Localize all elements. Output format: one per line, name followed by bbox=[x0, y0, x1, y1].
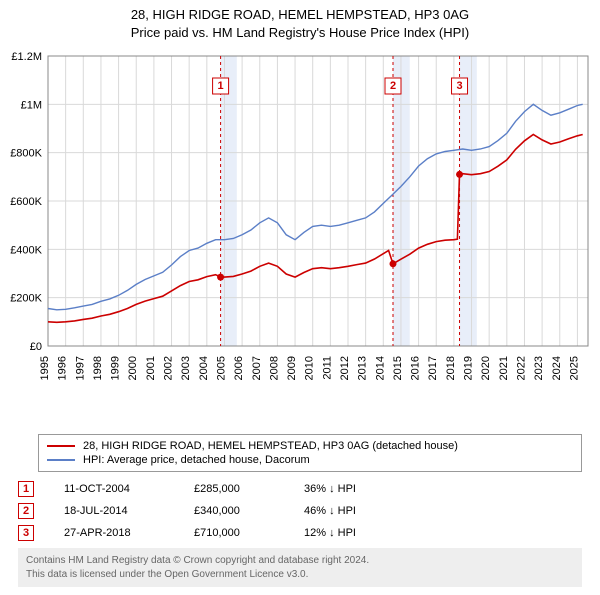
svg-text:2022: 2022 bbox=[515, 356, 527, 380]
svg-text:2001: 2001 bbox=[145, 356, 157, 380]
svg-text:£800K: £800K bbox=[10, 148, 42, 160]
marker-price: £285,000 bbox=[194, 483, 274, 495]
svg-text:2019: 2019 bbox=[463, 356, 475, 380]
svg-text:2025: 2025 bbox=[568, 356, 580, 380]
marker-date: 27-APR-2018 bbox=[64, 527, 164, 539]
svg-text:£600K: £600K bbox=[10, 196, 42, 208]
title-block: 28, HIGH RIDGE ROAD, HEMEL HEMPSTEAD, HP… bbox=[0, 0, 600, 46]
svg-text:2020: 2020 bbox=[480, 356, 492, 380]
marker-row: 1 11-OCT-2004 £285,000 36% ↓ HPI bbox=[18, 478, 582, 500]
marker-delta: 36% ↓ HPI bbox=[304, 483, 404, 495]
title-line-1: 28, HIGH RIDGE ROAD, HEMEL HEMPSTEAD, HP… bbox=[0, 6, 600, 24]
marker-date: 18-JUL-2014 bbox=[64, 505, 164, 517]
attribution-line: This data is licensed under the Open Gov… bbox=[26, 568, 574, 582]
svg-text:1999: 1999 bbox=[110, 356, 122, 380]
svg-text:2014: 2014 bbox=[374, 356, 386, 380]
svg-text:2005: 2005 bbox=[215, 356, 227, 380]
svg-text:2017: 2017 bbox=[427, 356, 439, 380]
chart-area: £0 £200K £400K £600K £800K £1M £1.2M 1995 1996 19… bbox=[0, 46, 600, 426]
title-line-2: Price paid vs. HM Land Registry's House … bbox=[0, 24, 600, 42]
legend-item: 28, HIGH RIDGE ROAD, HEMEL HEMPSTEAD, HP… bbox=[47, 439, 573, 453]
legend-swatch bbox=[47, 445, 75, 447]
svg-text:2018: 2018 bbox=[445, 356, 457, 380]
marker-date: 11-OCT-2004 bbox=[64, 483, 164, 495]
svg-text:2012: 2012 bbox=[339, 356, 351, 380]
svg-text:2004: 2004 bbox=[198, 356, 210, 380]
svg-text:2010: 2010 bbox=[304, 356, 316, 380]
svg-text:2023: 2023 bbox=[533, 356, 545, 380]
svg-text:2003: 2003 bbox=[180, 356, 192, 380]
attribution: Contains HM Land Registry data © Crown c… bbox=[18, 548, 582, 587]
marker-badge: 1 bbox=[18, 481, 34, 497]
marker-badge: 2 bbox=[18, 503, 34, 519]
legend-swatch bbox=[47, 459, 75, 461]
svg-text:2021: 2021 bbox=[498, 356, 510, 380]
svg-text:2016: 2016 bbox=[410, 356, 422, 380]
legend-label: 28, HIGH RIDGE ROAD, HEMEL HEMPSTEAD, HP… bbox=[83, 440, 458, 452]
svg-text:2008: 2008 bbox=[268, 356, 280, 380]
attribution-line: Contains HM Land Registry data © Crown c… bbox=[26, 554, 574, 568]
svg-text:£1.2M: £1.2M bbox=[11, 51, 42, 63]
legend: 28, HIGH RIDGE ROAD, HEMEL HEMPSTEAD, HP… bbox=[38, 434, 582, 472]
chart-svg: £0 £200K £400K £600K £800K £1M £1.2M 1995 1996 19… bbox=[0, 46, 600, 426]
svg-text:£200K: £200K bbox=[10, 293, 42, 305]
svg-text:3: 3 bbox=[456, 80, 462, 92]
marker-delta: 46% ↓ HPI bbox=[304, 505, 404, 517]
svg-text:2006: 2006 bbox=[233, 356, 245, 380]
svg-text:£400K: £400K bbox=[10, 245, 42, 257]
marker-row: 3 27-APR-2018 £710,000 12% ↓ HPI bbox=[18, 522, 582, 544]
svg-text:2013: 2013 bbox=[357, 356, 369, 380]
svg-text:2015: 2015 bbox=[392, 356, 404, 380]
marker-price: £710,000 bbox=[194, 527, 274, 539]
marker-price: £340,000 bbox=[194, 505, 274, 517]
chart-container: 28, HIGH RIDGE ROAD, HEMEL HEMPSTEAD, HP… bbox=[0, 0, 600, 587]
legend-item: HPI: Average price, detached house, Daco… bbox=[47, 453, 573, 467]
svg-text:2009: 2009 bbox=[286, 356, 298, 380]
svg-text:2: 2 bbox=[390, 80, 396, 92]
svg-text:2000: 2000 bbox=[127, 356, 139, 380]
svg-text:1998: 1998 bbox=[92, 356, 104, 380]
svg-text:1996: 1996 bbox=[57, 356, 69, 380]
legend-label: HPI: Average price, detached house, Daco… bbox=[83, 454, 310, 466]
svg-text:1997: 1997 bbox=[74, 356, 86, 380]
svg-text:2007: 2007 bbox=[251, 356, 263, 380]
markers-table: 1 11-OCT-2004 £285,000 36% ↓ HPI 2 18-JU… bbox=[18, 478, 582, 544]
marker-row: 2 18-JUL-2014 £340,000 46% ↓ HPI bbox=[18, 500, 582, 522]
svg-text:1: 1 bbox=[218, 80, 224, 92]
marker-delta: 12% ↓ HPI bbox=[304, 527, 404, 539]
svg-text:£1M: £1M bbox=[21, 100, 42, 112]
svg-text:2024: 2024 bbox=[551, 356, 563, 380]
marker-badge: 3 bbox=[18, 525, 34, 541]
svg-text:2011: 2011 bbox=[321, 356, 333, 380]
svg-text:1995: 1995 bbox=[39, 356, 51, 380]
svg-text:2002: 2002 bbox=[163, 356, 175, 380]
svg-text:£0: £0 bbox=[30, 341, 42, 353]
